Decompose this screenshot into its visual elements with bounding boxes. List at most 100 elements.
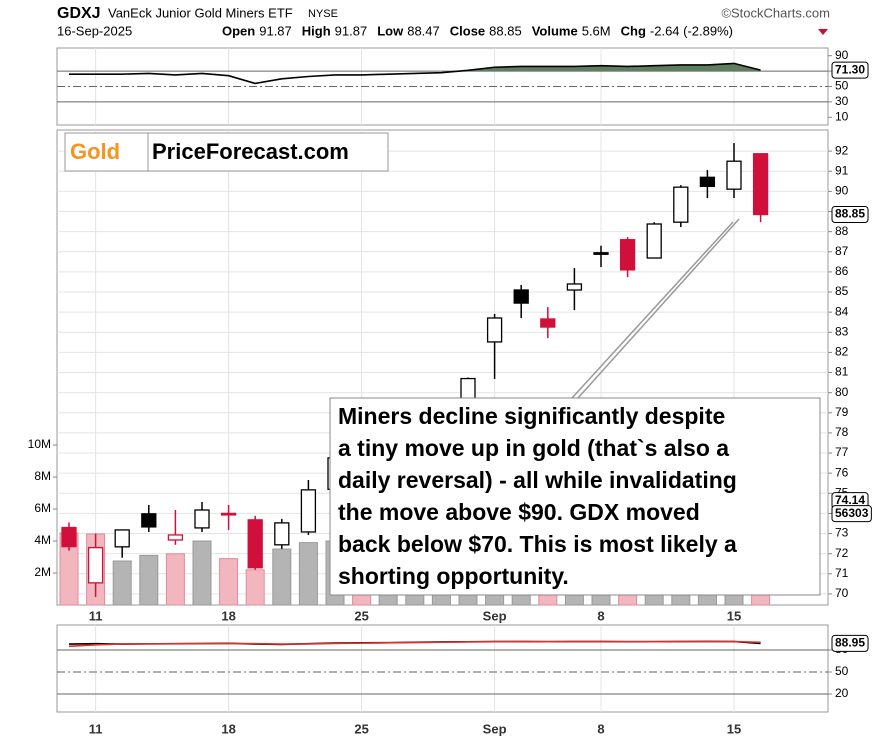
volume-tick-label: 8M (34, 469, 51, 483)
date: 16-Sep-2025 (57, 23, 132, 38)
quote-label: Volume (532, 23, 578, 38)
volume-ma-label-box (831, 505, 872, 523)
last-value-label-box (831, 61, 869, 79)
volume-bar (112, 560, 132, 606)
y-tick-label: 92 (835, 143, 849, 157)
security-name: VanEck Junior Gold Miners ETF (108, 5, 293, 20)
y-tick-label: 81 (835, 365, 849, 379)
annotation-line: a tiny move up in gold (that`s also a (338, 435, 729, 461)
candle-body (540, 318, 556, 328)
last-value-label: 88.95 (835, 636, 865, 650)
volume-bar (192, 540, 212, 606)
logo-gold: Gold (70, 139, 120, 164)
candle-body (61, 526, 77, 548)
volume-tick-label: 2M (34, 565, 51, 579)
last-value-label-box (831, 206, 869, 224)
x-tick-label: 11 (89, 608, 103, 623)
candle-body (274, 522, 290, 546)
candle-body (194, 509, 210, 529)
quote-label: Close (450, 23, 485, 38)
y-tick-label: 85 (835, 284, 849, 298)
quote-label: Open (222, 23, 255, 38)
y-tick-label: 87 (835, 244, 849, 258)
y-tick-label: 90 (835, 184, 849, 198)
x-tick-label: 18 (221, 608, 235, 623)
y-tick-label: 88 (835, 224, 849, 238)
volume-bar (272, 548, 292, 606)
quote-value: 91.87 (259, 23, 292, 38)
candle-body (167, 534, 184, 541)
y-tick-label: 50 (835, 79, 849, 93)
quote-value: 5.6M (582, 23, 611, 38)
volume-tick-label: 4M (34, 533, 51, 547)
last-value-label: 71.30 (835, 62, 865, 76)
annotation-line: the move above $90. GDX moved (338, 499, 700, 525)
y-tick-label: 91 (835, 163, 849, 177)
quote-label: Low (377, 23, 404, 38)
y-tick-label: 20 (835, 686, 849, 700)
candle-body (87, 546, 104, 584)
area (69, 63, 761, 72)
y-tick-label: 83 (835, 324, 849, 338)
candle-body (300, 489, 317, 533)
x-tick-label: Sep (483, 608, 507, 623)
x-tick-label: 11 (89, 721, 103, 736)
volume-bar (219, 558, 239, 606)
annotation-line: daily reversal) - all while invalidating (338, 467, 737, 493)
y-tick-label: 73 (835, 526, 849, 540)
volume-bar (298, 542, 318, 606)
volume-ma-label: 56303 (835, 506, 869, 520)
y-tick-label: 79 (835, 405, 849, 419)
candle-body (593, 252, 609, 255)
volume-bar (245, 569, 265, 606)
line (68, 640, 761, 648)
x-tick-label: 18 (221, 721, 235, 736)
candle-body (220, 512, 237, 516)
volume-bar (165, 553, 185, 606)
y-tick-label: 82 (835, 345, 849, 359)
candle-body (513, 289, 529, 304)
y-tick-label: 78 (835, 425, 849, 439)
candle-body (141, 513, 157, 528)
y-tick-label: 70 (835, 586, 849, 600)
x-tick-label: 15 (727, 721, 741, 736)
candle-body (699, 176, 716, 188)
quote-value: 88.85 (489, 23, 522, 38)
logo-box (64, 132, 389, 172)
x-tick-label: Sep (483, 721, 507, 736)
quote-label: Chg (621, 23, 646, 38)
y-tick-label: 90 (835, 48, 849, 62)
ma-value-label: 74.14 (835, 493, 865, 507)
candle-body (752, 153, 769, 216)
y-tick-label: 84 (835, 304, 849, 318)
last-value-label: 88.85 (835, 207, 865, 221)
y-tick-label: 71 (835, 566, 849, 580)
quote-label: High (302, 23, 331, 38)
annotation-line: shorting opportunity. (338, 563, 569, 589)
annotation-line: back below $70. This is most likely a (338, 531, 737, 557)
candle-body (646, 223, 662, 259)
candle-body (486, 317, 503, 343)
down-arrow (818, 29, 828, 35)
candle-body (247, 519, 263, 569)
x-tick-label: 15 (727, 608, 741, 623)
source: ©StockCharts.com (721, 5, 830, 20)
y-tick-label: 76 (835, 465, 849, 479)
candle-body (619, 239, 636, 271)
volume-bar (139, 554, 159, 606)
quote-value: -2.64 (-2.89%) (650, 23, 733, 38)
y-tick-label: 10 (835, 109, 849, 123)
x-tick-label: 8 (597, 608, 604, 623)
exchange: NYSE (308, 8, 338, 20)
quote-value: 91.87 (335, 23, 368, 38)
y-tick-label: 77 (835, 445, 849, 459)
symbol: GDXJ (57, 5, 101, 22)
volume-tick-label: 10M (28, 437, 51, 451)
logo-site: PriceForecast.com (152, 139, 349, 164)
annotation-box (329, 397, 821, 596)
y-tick-label: 50 (835, 664, 849, 678)
x-tick-label: 25 (354, 608, 368, 623)
trend-line (571, 221, 734, 399)
y-tick-label: 86 (835, 264, 849, 278)
